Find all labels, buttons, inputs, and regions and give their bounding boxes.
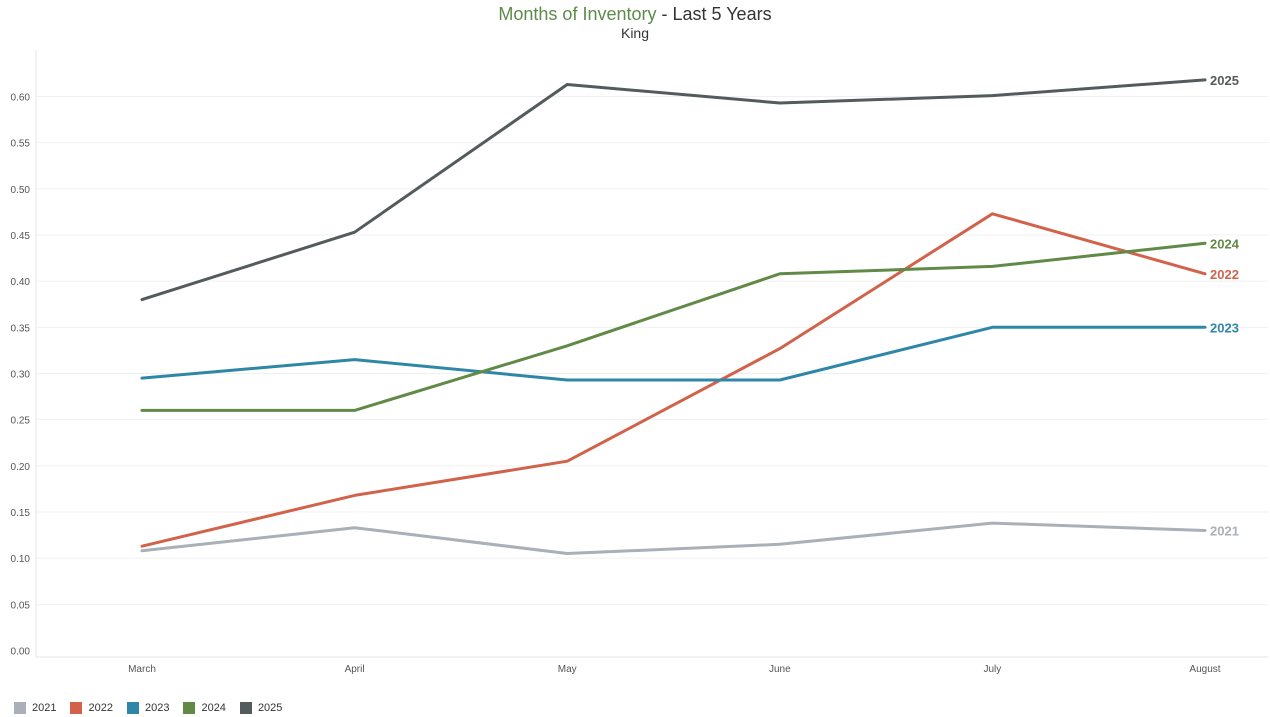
- y-tick-label: 0.50: [11, 185, 31, 196]
- x-tick-label: March: [128, 664, 156, 675]
- x-tick-label: July: [984, 664, 1002, 675]
- series-end-label-2022: 2022: [1210, 267, 1239, 282]
- series-line-2021: [140, 521, 1207, 555]
- y-tick-label: 0.25: [11, 416, 31, 427]
- legend-item-2024: 2024: [183, 700, 226, 716]
- legend-swatch: [14, 702, 26, 714]
- legend-item-2021: 2021: [14, 700, 56, 716]
- x-tick-label: April: [345, 664, 365, 675]
- legend-label: 2024: [201, 702, 226, 714]
- series-end-label-2021: 2021: [1210, 523, 1239, 538]
- y-tick-label: 0.55: [11, 139, 31, 150]
- y-tick-label: 0.10: [11, 554, 31, 565]
- y-tick-label: 0.05: [11, 600, 31, 611]
- chart-legend: 2021 2022 2023 2024 2025: [14, 700, 296, 716]
- legend-label: 2021: [32, 702, 57, 714]
- legend-swatch: [183, 702, 196, 714]
- chart-title: Months of Inventory - Last 5 Years: [0, 3, 1270, 25]
- series-line-2025: [140, 78, 1207, 302]
- x-tick-label: August: [1189, 664, 1220, 675]
- legend-item-2022: 2022: [70, 700, 113, 716]
- series-line-2024: [140, 241, 1207, 412]
- x-tick-label: May: [558, 664, 577, 675]
- series-end-label-2023: 2023: [1210, 320, 1239, 335]
- x-tick-label: June: [769, 664, 791, 675]
- legend-swatch: [126, 702, 139, 714]
- y-tick-label: 0.00: [11, 647, 31, 658]
- chart-title-block: Months of Inventory - Last 5 Years King: [0, 3, 1270, 41]
- legend-item-2025: 2025: [239, 700, 283, 716]
- y-tick-label: 0.30: [11, 370, 31, 381]
- legend-swatch: [239, 702, 252, 714]
- series-end-label-2024: 2024: [1210, 236, 1240, 251]
- legend-swatch: [70, 702, 83, 714]
- chart-title-rest: - Last 5 Years: [656, 4, 772, 24]
- y-tick-label: 0.60: [11, 93, 31, 104]
- series-line-2022: [140, 212, 1207, 548]
- legend-label: 2025: [257, 702, 283, 714]
- line-chart: 0.00 0.05 0.10 0.15 0.20 0.25 0.30 0.35 0.40 0.45…: [11, 50, 1268, 675]
- legend-label: 2022: [88, 702, 113, 714]
- y-tick-label: 0.40: [11, 277, 31, 288]
- y-tick-label: 0.20: [11, 462, 31, 473]
- y-tick-label: 0.35: [11, 323, 31, 334]
- series-line-2023: [140, 325, 1207, 382]
- chart-title-highlight: Months of Inventory: [498, 4, 657, 24]
- legend-item-2023: 2023: [126, 700, 170, 716]
- y-tick-label: 0.45: [11, 231, 31, 242]
- chart-subtitle: King: [620, 25, 650, 41]
- y-tick-label: 0.15: [11, 508, 31, 519]
- legend-label: 2023: [144, 702, 170, 714]
- series-end-label-2025: 2025: [1210, 73, 1239, 88]
